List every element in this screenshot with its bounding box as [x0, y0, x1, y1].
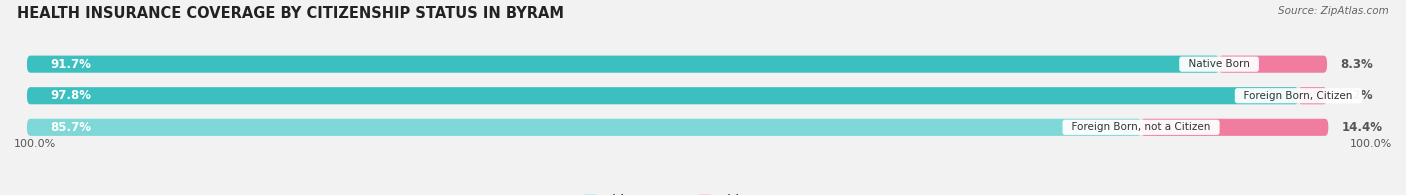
Text: 100.0%: 100.0%	[14, 139, 56, 149]
Text: 91.7%: 91.7%	[51, 58, 91, 71]
Text: 8.3%: 8.3%	[1340, 58, 1372, 71]
FancyBboxPatch shape	[27, 119, 1142, 136]
FancyBboxPatch shape	[1219, 56, 1327, 73]
FancyBboxPatch shape	[27, 87, 1299, 104]
Text: 2.2%: 2.2%	[1340, 89, 1372, 102]
FancyBboxPatch shape	[27, 56, 1219, 73]
Text: Source: ZipAtlas.com: Source: ZipAtlas.com	[1278, 6, 1389, 16]
Text: Foreign Born, Citizen: Foreign Born, Citizen	[1237, 91, 1360, 101]
Text: 100.0%: 100.0%	[1350, 139, 1392, 149]
Text: 14.4%: 14.4%	[1341, 121, 1382, 134]
FancyBboxPatch shape	[1298, 87, 1327, 104]
Text: HEALTH INSURANCE COVERAGE BY CITIZENSHIP STATUS IN BYRAM: HEALTH INSURANCE COVERAGE BY CITIZENSHIP…	[17, 6, 564, 21]
FancyBboxPatch shape	[1140, 119, 1329, 136]
Text: 85.7%: 85.7%	[51, 121, 91, 134]
FancyBboxPatch shape	[27, 119, 1327, 136]
Text: Foreign Born, not a Citizen: Foreign Born, not a Citizen	[1066, 122, 1218, 132]
Legend: With Coverage, Without Coverage: With Coverage, Without Coverage	[579, 190, 827, 195]
Text: Native Born: Native Born	[1182, 59, 1256, 69]
Text: 97.8%: 97.8%	[51, 89, 91, 102]
FancyBboxPatch shape	[27, 56, 1327, 73]
FancyBboxPatch shape	[27, 87, 1327, 104]
